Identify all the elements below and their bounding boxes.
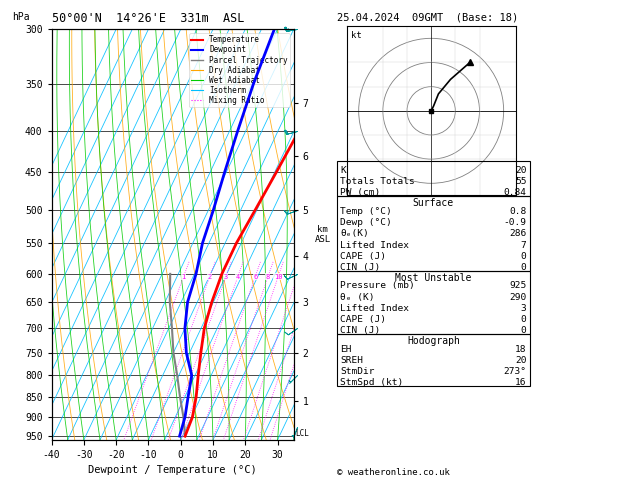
X-axis label: Dewpoint / Temperature (°C): Dewpoint / Temperature (°C)	[88, 465, 257, 475]
Text: CIN (J): CIN (J)	[340, 326, 381, 335]
Text: Hodograph: Hodograph	[407, 336, 460, 346]
Text: StmSpd (kt): StmSpd (kt)	[340, 378, 404, 387]
Text: 0: 0	[521, 252, 526, 261]
Text: 20: 20	[515, 166, 526, 175]
Text: 3: 3	[224, 274, 228, 280]
Text: 25.04.2024  09GMT  (Base: 18): 25.04.2024 09GMT (Base: 18)	[337, 12, 518, 22]
Text: -0.9: -0.9	[503, 218, 526, 227]
Text: 55: 55	[515, 177, 526, 186]
Text: 16: 16	[515, 378, 526, 387]
Text: CAPE (J): CAPE (J)	[340, 252, 386, 261]
Text: 8: 8	[266, 274, 270, 280]
Text: StmDir: StmDir	[340, 367, 375, 376]
Text: PW (cm): PW (cm)	[340, 188, 381, 197]
Text: 3: 3	[521, 304, 526, 313]
Text: 1: 1	[181, 274, 186, 280]
Text: hPa: hPa	[13, 12, 30, 22]
Text: 20: 20	[515, 356, 526, 365]
Text: 50°00'N  14°26'E  331m  ASL: 50°00'N 14°26'E 331m ASL	[52, 12, 244, 25]
Text: EH: EH	[340, 345, 352, 354]
Y-axis label: km
ASL: km ASL	[314, 225, 331, 244]
Text: CAPE (J): CAPE (J)	[340, 315, 386, 324]
Text: 0: 0	[521, 326, 526, 335]
Text: 10: 10	[274, 274, 282, 280]
Text: Most Unstable: Most Unstable	[395, 273, 472, 283]
Text: 290: 290	[509, 293, 526, 302]
Text: 0.84: 0.84	[503, 188, 526, 197]
Text: Totals Totals: Totals Totals	[340, 177, 415, 186]
Text: 18: 18	[515, 345, 526, 354]
Text: 2: 2	[208, 274, 212, 280]
Text: LCL: LCL	[296, 429, 309, 438]
Text: 6: 6	[253, 274, 257, 280]
Text: Temp (°C): Temp (°C)	[340, 207, 392, 216]
Text: 7: 7	[521, 241, 526, 250]
Text: Surface: Surface	[413, 198, 454, 208]
Text: 4: 4	[236, 274, 240, 280]
Text: θₑ(K): θₑ(K)	[340, 229, 369, 239]
Text: Lifted Index: Lifted Index	[340, 241, 409, 250]
Text: Dewp (°C): Dewp (°C)	[340, 218, 392, 227]
Text: kt: kt	[352, 31, 362, 40]
Legend: Temperature, Dewpoint, Parcel Trajectory, Dry Adiabat, Wet Adiabat, Isotherm, Mi: Temperature, Dewpoint, Parcel Trajectory…	[189, 33, 290, 107]
Text: K: K	[340, 166, 346, 175]
Text: © weatheronline.co.uk: © weatheronline.co.uk	[337, 468, 449, 477]
Text: 925: 925	[509, 281, 526, 291]
Text: 0: 0	[521, 315, 526, 324]
Text: θₑ (K): θₑ (K)	[340, 293, 375, 302]
Text: 273°: 273°	[503, 367, 526, 376]
Text: CIN (J): CIN (J)	[340, 263, 381, 272]
Text: Pressure (mb): Pressure (mb)	[340, 281, 415, 291]
Text: 0.8: 0.8	[509, 207, 526, 216]
Text: 0: 0	[521, 263, 526, 272]
Text: 286: 286	[509, 229, 526, 239]
Text: SREH: SREH	[340, 356, 364, 365]
Text: Lifted Index: Lifted Index	[340, 304, 409, 313]
